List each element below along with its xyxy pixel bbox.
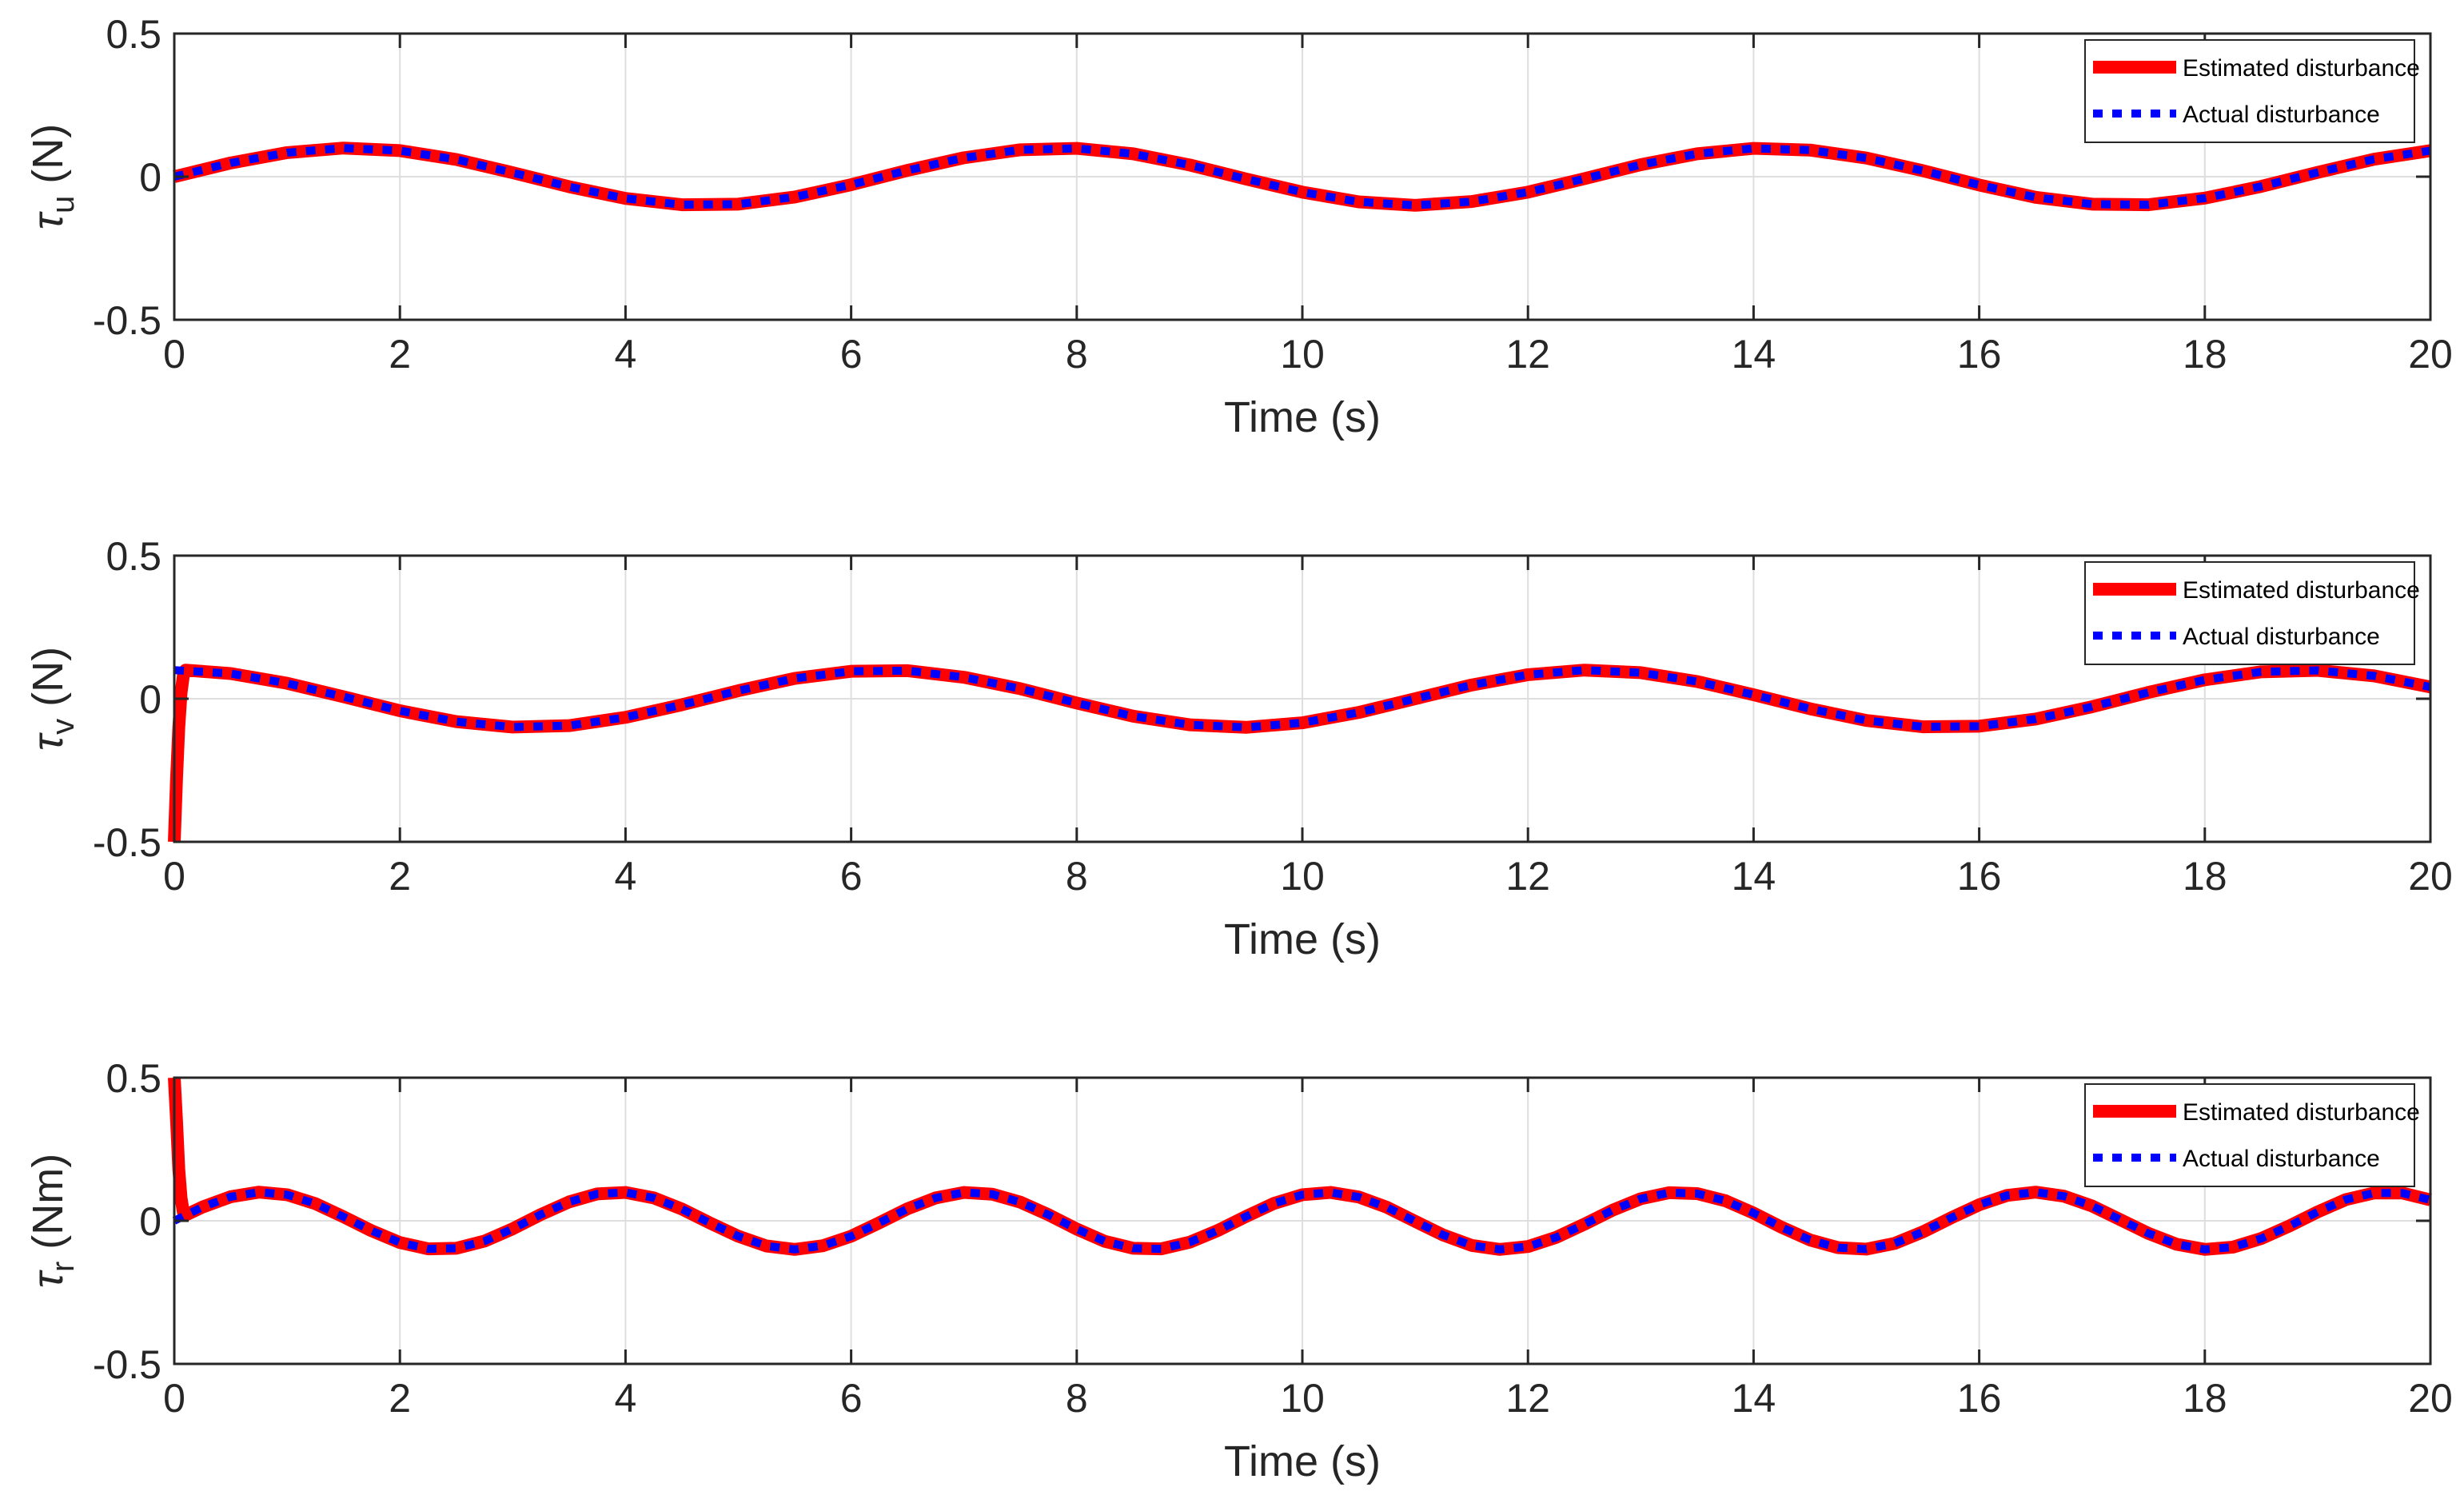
x-tick-label: 12 bbox=[1505, 854, 1550, 899]
x-tick-label: 6 bbox=[840, 1376, 863, 1421]
y-axis-symbol: τ bbox=[24, 732, 72, 751]
legend: Estimated disturbance Actual disturbance bbox=[2084, 1083, 2420, 1187]
y-tick-label: -0.5 bbox=[93, 298, 161, 343]
x-tick-label: 6 bbox=[840, 854, 863, 899]
x-tick-label: 2 bbox=[389, 1376, 411, 1421]
legend-label: Estimated disturbance bbox=[2183, 1099, 2420, 1126]
x-tick-label: 18 bbox=[2183, 854, 2227, 899]
estimated-disturbance-line bbox=[173, 142, 2432, 212]
x-tick-label: 14 bbox=[1732, 854, 1776, 899]
y-axis-label: τv (N) bbox=[24, 647, 81, 751]
y-tick-label: 0 bbox=[139, 1199, 161, 1244]
y-axis-subscript: v bbox=[46, 719, 81, 735]
y-tick-label: 0 bbox=[139, 677, 161, 722]
x-tick-label: 20 bbox=[2408, 1376, 2453, 1421]
x-tick-label: 20 bbox=[2408, 854, 2453, 899]
x-tick-label: 16 bbox=[1957, 1376, 2002, 1421]
legend-label: Actual disturbance bbox=[2183, 624, 2380, 650]
y-axis-unit: (Nm) bbox=[24, 1154, 72, 1262]
x-tick-label: 10 bbox=[1280, 332, 1325, 377]
x-tick-label: 8 bbox=[1066, 1376, 1088, 1421]
x-tick-label: 12 bbox=[1505, 1376, 1550, 1421]
y-tick-label: 0 bbox=[139, 155, 161, 200]
actual-disturbance-line bbox=[173, 666, 2431, 732]
x-tick-label: 6 bbox=[840, 332, 863, 377]
y-axis-subscript: r bbox=[46, 1262, 81, 1272]
y-axis-unit: (N) bbox=[24, 647, 72, 719]
legend: Estimated disturbance Actual disturbance bbox=[2084, 39, 2420, 143]
x-tick-label: 4 bbox=[614, 332, 636, 377]
y-axis-symbol: τ bbox=[24, 1270, 72, 1288]
legend: Estimated disturbance Actual disturbance bbox=[2084, 561, 2420, 665]
x-tick-label: 16 bbox=[1957, 854, 2002, 899]
y-tick-label: 0.5 bbox=[106, 12, 161, 57]
x-tick-label: 2 bbox=[389, 854, 411, 899]
legend-label: Estimated disturbance bbox=[2183, 55, 2420, 82]
y-axis-label: τu (N) bbox=[24, 124, 81, 229]
x-tick-label: 8 bbox=[1066, 332, 1088, 377]
y-tick-label: 0.5 bbox=[106, 1056, 161, 1101]
x-tick-label: 16 bbox=[1957, 332, 2002, 377]
x-tick-label: 8 bbox=[1066, 854, 1088, 899]
y-tick-label: -0.5 bbox=[93, 1342, 161, 1387]
x-tick-label: 4 bbox=[614, 854, 636, 899]
y-tick-label: -0.5 bbox=[93, 820, 161, 865]
x-tick-label: 0 bbox=[163, 332, 185, 377]
y-tick-label: 0.5 bbox=[106, 534, 161, 579]
x-tick-label: 14 bbox=[1732, 332, 1776, 377]
x-axis-label: Time (s) bbox=[1224, 1437, 1381, 1485]
legend-box bbox=[2084, 561, 2415, 665]
y-axis-label: τr (Nm) bbox=[24, 1154, 81, 1288]
legend-box bbox=[2084, 1083, 2415, 1187]
x-tick-label: 12 bbox=[1505, 332, 1550, 377]
legend-label: Estimated disturbance bbox=[2183, 577, 2420, 604]
legend-label: Actual disturbance bbox=[2183, 102, 2380, 128]
legend-box bbox=[2084, 39, 2415, 143]
x-axis-label: Time (s) bbox=[1224, 393, 1381, 441]
y-axis-symbol: τ bbox=[24, 211, 72, 229]
x-tick-label: 14 bbox=[1732, 1376, 1776, 1421]
x-tick-label: 18 bbox=[2183, 332, 2227, 377]
x-tick-label: 4 bbox=[614, 1376, 636, 1421]
x-tick-label: 10 bbox=[1280, 854, 1325, 899]
legend-label: Actual disturbance bbox=[2183, 1146, 2380, 1172]
x-tick-label: 10 bbox=[1280, 1376, 1325, 1421]
actual-disturbance-line bbox=[172, 1188, 2432, 1254]
y-axis-unit: (N) bbox=[24, 124, 72, 196]
y-axis-subscript: u bbox=[46, 196, 81, 213]
x-tick-label: 18 bbox=[2183, 1376, 2227, 1421]
x-tick-label: 2 bbox=[389, 332, 411, 377]
x-tick-label: 0 bbox=[163, 854, 185, 899]
x-tick-label: 0 bbox=[163, 1376, 185, 1421]
x-axis-label: Time (s) bbox=[1224, 915, 1381, 963]
x-tick-label: 20 bbox=[2408, 332, 2453, 377]
